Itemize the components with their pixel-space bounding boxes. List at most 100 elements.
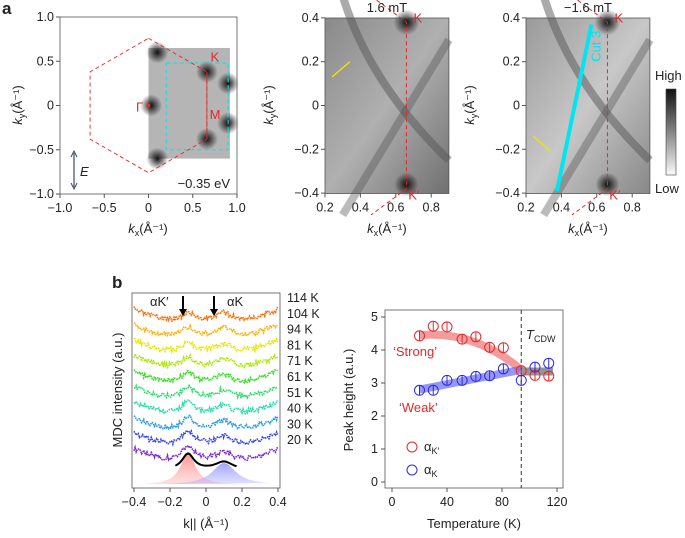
fermi-surface-map: Γ K M −1.0 −0.5 0 0.5 1.0 1.0 0.5 0 −0.5 −1.0 E −0.35 … xyxy=(10,10,246,238)
colorbar-high: High xyxy=(655,68,682,83)
zoom-region xyxy=(165,62,229,151)
temperature-label: 94 K xyxy=(287,323,313,337)
x-axis-label: kx(Å⁻¹) xyxy=(568,221,608,238)
x-axis-label: kx(Å⁻¹) xyxy=(128,221,168,238)
y-axis-label: ky(Å⁻¹) xyxy=(462,85,479,125)
band-feature xyxy=(339,0,452,164)
cut-line xyxy=(555,24,594,192)
mdc-xlabel: k|| (Å⁻¹) xyxy=(183,516,228,531)
ytick-label: 3 xyxy=(371,376,378,390)
map2-xtick-label: 0.4 xyxy=(352,201,369,215)
map3-xtick-label: 0.6 xyxy=(588,201,605,215)
colorbar: High Low xyxy=(655,68,682,196)
gamma-point xyxy=(146,103,151,108)
y-axis-label-main: k xyxy=(10,117,25,125)
legend-marker xyxy=(406,464,418,476)
peak-fit-alphaK xyxy=(143,463,271,485)
map-positive-field: KK′0.2 0.4 0.6 0.80.40.20−0.2−0.41.6 mTkx(Å… xyxy=(261,0,453,238)
label-K: K xyxy=(210,49,219,64)
mdc-xtick-label: 0.4 xyxy=(269,495,286,509)
zone-edge xyxy=(370,0,407,216)
annotation-weak: ‘Weak’ xyxy=(399,400,438,415)
temperature-label: 81 K xyxy=(287,338,313,352)
mdc-curve xyxy=(133,413,279,431)
label-M: M xyxy=(210,107,221,122)
map-negative-field: KK′Cut 30.2 0.4 0.6 0.80.40.20−0.2−0.4−1.6 … xyxy=(462,0,654,238)
map3-xtick-label: 0.4 xyxy=(553,201,570,215)
panel-label-a: a xyxy=(2,0,12,18)
zone-edge xyxy=(571,0,608,216)
y-axis-label-sub: y xyxy=(469,113,479,118)
tcdw-main: T xyxy=(526,327,535,342)
mdc-xtick-label: −0.4 xyxy=(122,495,147,509)
ytick-label: 2 xyxy=(371,409,378,423)
map2-ytick-label: 0.4 xyxy=(302,11,319,25)
intensity-spot xyxy=(146,147,169,170)
intensity-spot xyxy=(140,94,163,117)
map3-ytick-label: 0.4 xyxy=(503,11,520,25)
x-axis-label: Temperature (K) xyxy=(427,516,521,531)
label-Kp: K′ xyxy=(609,188,621,203)
map1-ytick-label: 1.0 xyxy=(37,10,54,24)
peak-arrow-head xyxy=(210,309,218,316)
energy-label: E xyxy=(80,164,89,179)
mdc-curve xyxy=(133,428,279,448)
fit-curve xyxy=(174,452,237,468)
map1-ytick-label: 0 xyxy=(47,99,54,113)
label-Kp: K′ xyxy=(408,188,420,203)
x-axis-label: kx(Å⁻¹) xyxy=(367,221,407,238)
ytick-label: 1 xyxy=(371,442,378,456)
map2-ytick-label: −0.2 xyxy=(294,142,319,156)
intensity-spot xyxy=(217,72,240,95)
peak-label-alphaK: αK xyxy=(227,294,244,309)
y-axis-label: Peak height (a.u.) xyxy=(341,349,356,452)
legend-sub: K xyxy=(432,469,438,479)
mdc-curve xyxy=(133,399,279,416)
y-axis-label: ky(Å⁻¹) xyxy=(10,85,27,125)
xtick-label: 40 xyxy=(440,495,454,509)
y-axis-label-sub: y xyxy=(17,113,27,118)
ytick-label: 4 xyxy=(371,343,378,357)
x-axis-label-main: k xyxy=(128,221,136,236)
legend-sub: K′ xyxy=(432,446,440,456)
mdc-chart: 114 K 104 K 94 K81 K 71 K 61 K 51 K 40 K30 K 20… xyxy=(110,291,320,531)
yellow-arrow xyxy=(331,61,351,78)
tcdw-label: TCDW xyxy=(526,327,556,344)
temperature-label: 20 K xyxy=(287,433,313,447)
temperature-label: 71 K xyxy=(287,354,313,368)
map1-xtick-label: 0.5 xyxy=(184,201,201,215)
mdc-ylabel: MDC intensity (a.u.) xyxy=(110,333,125,448)
xtick-label: 120 xyxy=(547,495,568,509)
xtick-label: 80 xyxy=(495,495,509,509)
map3-ytick-label: −0.4 xyxy=(495,186,520,200)
y-axis-label-main: k xyxy=(261,117,276,125)
map3-ytick-label: 0.2 xyxy=(503,55,520,69)
map3-ytick-label: 0 xyxy=(513,99,520,113)
temperature-label: 40 K xyxy=(287,402,313,416)
colorbar-low: Low xyxy=(655,181,679,196)
map3-xtick-label: 0.2 xyxy=(517,201,534,215)
intensity-spot xyxy=(146,41,169,64)
map3-xtick-label: 0.8 xyxy=(624,201,641,215)
x-axis-label-sub: x xyxy=(135,228,140,238)
map2-ytick-label: 0.2 xyxy=(302,55,319,69)
map-title: −1.6 mT xyxy=(564,0,612,15)
y-axis-label-sub: y xyxy=(268,113,278,118)
map2-xtick-label: 0.2 xyxy=(316,201,333,215)
map1-xtick-label: 1.0 xyxy=(228,201,245,215)
annotation-strong: ‘Strong’ xyxy=(393,344,437,359)
x-axis-label-sub: x xyxy=(575,228,580,238)
mdc-curve xyxy=(134,383,279,400)
ytick-label: 0 xyxy=(371,475,378,489)
mdc-curve xyxy=(133,443,279,462)
x-axis-label-main: k xyxy=(568,221,576,236)
colorbar-gradient xyxy=(665,88,677,176)
map3-ytick-label: −0.2 xyxy=(495,142,520,156)
label-gamma: Γ xyxy=(136,100,143,115)
x-axis-label-sub: x xyxy=(374,228,379,238)
legend-main: α xyxy=(424,439,432,454)
legend-label: αK′ xyxy=(424,439,440,456)
mdc-curve xyxy=(133,369,279,385)
xtick-label: 0 xyxy=(389,495,396,509)
